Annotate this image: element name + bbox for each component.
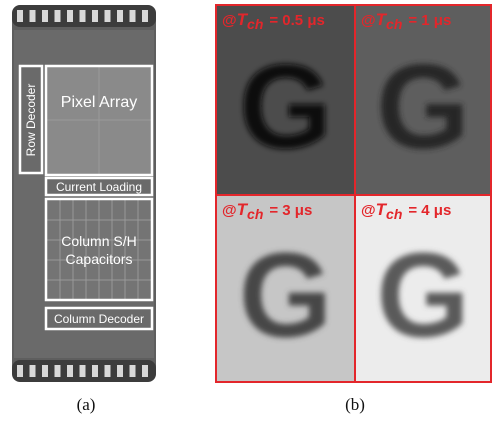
caption: (a) [77, 395, 96, 414]
pad [117, 365, 123, 377]
figure: Row Decoder Pixel Array Current Loading … [0, 0, 492, 422]
pad [92, 10, 98, 22]
pad [142, 10, 148, 22]
label-subscript: ch [247, 16, 263, 32]
label-prefix: @ [222, 202, 237, 219]
pad [130, 365, 136, 377]
pad [55, 365, 61, 377]
row-decoder-label: Row Decoder [24, 84, 38, 157]
label-prefix: @ [361, 12, 376, 29]
pad [17, 365, 23, 377]
pad [30, 10, 36, 22]
letter-image: G [239, 229, 332, 363]
pad [117, 10, 123, 22]
letter-image: G [376, 40, 469, 174]
label-value: = 1 μs [408, 12, 451, 29]
column-sh-label: Column S/H [61, 233, 136, 249]
label-prefix: @ [222, 12, 237, 29]
pad [80, 365, 86, 377]
label-value: = 0.5 μs [269, 12, 324, 29]
label-value: = 3 μs [269, 202, 312, 219]
pad [105, 10, 111, 22]
pad [67, 365, 73, 377]
label-subscript: ch [386, 16, 402, 32]
label-subscript: ch [386, 206, 402, 222]
caption: (b) [345, 395, 365, 414]
chip-micrograph: Row Decoder Pixel Array Current Loading … [12, 5, 156, 382]
column-sh-label: Capacitors [66, 251, 133, 267]
label-subscript: ch [247, 206, 263, 222]
pad [67, 10, 73, 22]
pad [42, 10, 48, 22]
pad [142, 365, 148, 377]
pad [17, 10, 23, 22]
pad [55, 10, 61, 22]
column-decoder-label: Column Decoder [54, 312, 144, 326]
label-value: = 4 μs [408, 202, 451, 219]
image-grid: G@Tch= 0.5 μsG@Tch= 1 μsG@Tch= 3 μsG@Tch… [216, 5, 491, 382]
pad [80, 10, 86, 22]
timing-label: @Tch= 0.5 μs [222, 10, 325, 32]
pixel-array-label: Pixel Array [61, 94, 137, 111]
letter-image: G [376, 229, 469, 363]
pad [105, 365, 111, 377]
letter-image: G [239, 40, 332, 174]
pad [92, 365, 98, 377]
pad [130, 10, 136, 22]
pad [42, 365, 48, 377]
label-prefix: @ [361, 202, 376, 219]
current-loading-label: Current Loading [56, 180, 142, 194]
pad [30, 365, 36, 377]
